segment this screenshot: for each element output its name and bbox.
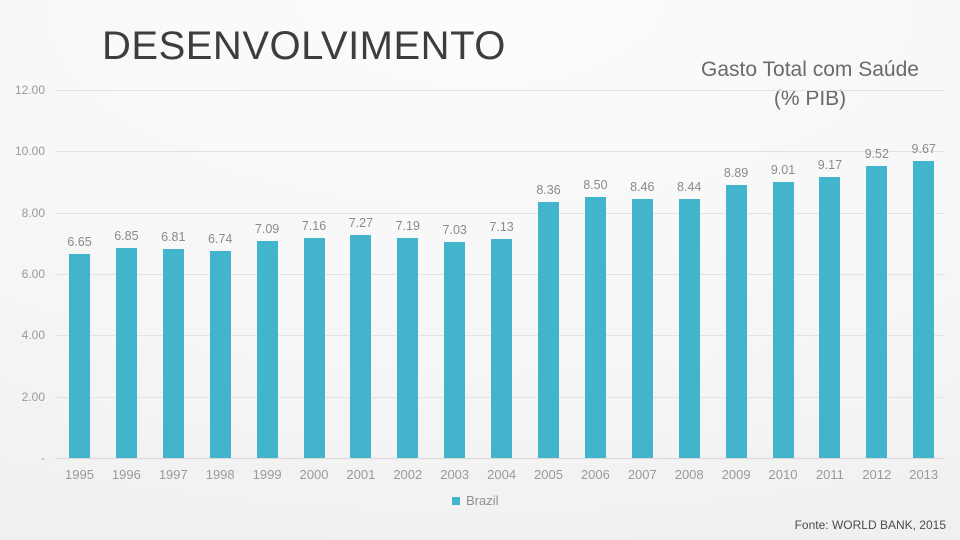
x-axis-tick-label: 1996 — [111, 467, 141, 482]
x-axis-tick-label: 2010 — [768, 467, 798, 482]
data-label: 6.81 — [161, 230, 186, 245]
y-axis-tick-label: 12.00 — [14, 83, 45, 97]
x-axis-tick-label: 2000 — [299, 467, 329, 482]
data-label: 8.89 — [723, 166, 749, 181]
data-label: 7.16 — [301, 219, 327, 234]
x-axis-tick-label: 2011 — [815, 467, 844, 482]
x-axis-tick-label: 2005 — [534, 467, 563, 482]
source-note: Fonte: WORLD BANK, 2015 — [794, 518, 946, 532]
x-axis-tick-label: 2009 — [721, 467, 751, 482]
bar-2001 — [350, 235, 372, 458]
data-label: 7.13 — [489, 220, 514, 235]
data-label: 8.50 — [583, 178, 608, 193]
x-axis-tick-label: 2008 — [674, 467, 704, 482]
data-label: 6.74 — [208, 232, 233, 247]
x-axis-tick-label: 2013 — [909, 467, 939, 482]
x-axis-tick-label: 2004 — [487, 467, 517, 482]
data-label: 9.52 — [864, 147, 889, 162]
x-axis-tick-label: 2012 — [862, 467, 892, 482]
data-label: 9.01 — [770, 162, 796, 177]
data-label: 7.27 — [348, 216, 374, 231]
chart-title-line2: (% PIB) — [773, 87, 847, 110]
y-axis-tick-label: 2.00 — [21, 389, 45, 404]
bar-2002 — [397, 237, 419, 458]
y-axis-tick-label: 4.00 — [21, 328, 45, 343]
chart-title-line1: Gasto Total com Saúde — [701, 58, 919, 81]
y-axis-tick-label: 6.00 — [21, 267, 45, 281]
gridline — [55, 212, 945, 214]
bar-2009 — [725, 185, 747, 458]
data-label: 7.09 — [254, 221, 280, 236]
x-axis-tick-label: 2007 — [627, 467, 657, 482]
data-label: 6.65 — [67, 235, 92, 250]
data-label: 6.85 — [114, 228, 139, 243]
legend-swatch-icon — [452, 496, 460, 505]
gridline — [55, 90, 945, 91]
data-label: 7.03 — [442, 223, 467, 238]
bar-2004 — [491, 239, 513, 458]
bar-2003 — [444, 242, 466, 458]
bar-1996 — [115, 247, 137, 458]
data-label: 9.17 — [817, 157, 843, 172]
legend: Brazil — [452, 493, 499, 508]
page-title: DESENVOLVIMENTO — [102, 24, 506, 68]
x-axis-tick-label: 1999 — [252, 467, 282, 482]
bar-1999 — [256, 240, 278, 458]
x-axis-tick-label: 2002 — [393, 467, 423, 482]
bar-2012 — [866, 166, 888, 458]
y-axis-tick-label: - — [41, 451, 45, 465]
bar-2005 — [538, 201, 559, 458]
chart-title: Gasto Total com Saúde (% PIB) — [675, 55, 945, 113]
x-axis-tick-label: 2006 — [580, 467, 610, 482]
bar-1997 — [162, 249, 184, 458]
x-axis-tick-label: 1997 — [158, 467, 188, 482]
bar-2000 — [303, 238, 325, 458]
data-label: 9.67 — [911, 142, 936, 157]
x-axis-tick-label: 1995 — [65, 467, 94, 482]
x-axis-tick-label: 2001 — [346, 467, 376, 482]
bar-2008 — [678, 199, 700, 458]
bar-2011 — [819, 176, 841, 458]
legend-label: Brazil — [466, 493, 499, 508]
data-label: 8.44 — [677, 180, 702, 195]
data-label: 8.46 — [630, 179, 655, 194]
x-axis-tick-label: 2003 — [440, 467, 470, 482]
y-axis-tick-label: 8.00 — [21, 205, 45, 220]
bar-2006 — [584, 197, 606, 458]
gridline — [55, 458, 945, 459]
bar-1995 — [69, 254, 90, 458]
data-label: 8.36 — [536, 182, 561, 197]
data-label: 7.19 — [395, 218, 420, 233]
bar-2007 — [631, 198, 653, 458]
bar-1998 — [209, 251, 231, 458]
bar-2010 — [772, 181, 794, 458]
bar-2013 — [913, 161, 935, 458]
x-axis-tick-label: 1998 — [205, 467, 235, 482]
gridline — [55, 151, 945, 153]
y-axis-tick-label: 10.00 — [14, 144, 45, 159]
